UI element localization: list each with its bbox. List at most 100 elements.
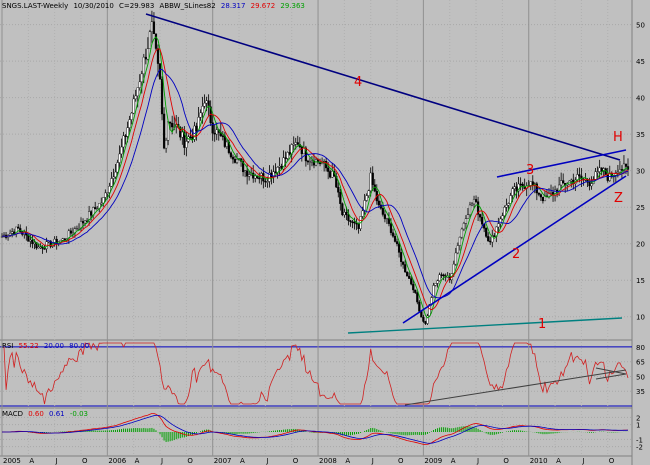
candle-body <box>221 135 224 137</box>
candle-body <box>126 127 129 137</box>
candle-body <box>590 183 593 187</box>
candle-body <box>241 161 245 173</box>
time-tick: 2009 <box>424 457 442 465</box>
moving-average-line <box>1 48 629 311</box>
label-h: H <box>613 130 623 145</box>
candle-body <box>363 200 366 212</box>
candle-body <box>102 197 105 204</box>
candle-body <box>438 274 441 281</box>
candle-body <box>104 192 107 198</box>
candle-body <box>476 201 480 215</box>
candle-body <box>106 192 109 194</box>
trendline-4 <box>145 13 621 161</box>
candle-body <box>331 171 334 178</box>
time-tick: O <box>398 457 404 465</box>
candle-body <box>406 271 409 277</box>
candle-body <box>596 171 599 173</box>
candle-body <box>345 212 348 216</box>
candle-body <box>347 214 350 221</box>
candle-body <box>470 203 474 206</box>
time-tick: 2007 <box>214 457 232 465</box>
candle-body <box>94 207 97 210</box>
candle-body <box>515 186 518 192</box>
candle-body <box>215 129 218 135</box>
candle-body <box>90 211 93 216</box>
candle-body <box>432 285 435 298</box>
candle-body <box>434 283 437 286</box>
candle-body <box>351 221 354 224</box>
candle-body <box>310 160 314 163</box>
candle-body <box>284 157 287 159</box>
candle-body <box>487 236 490 242</box>
candle-body <box>339 192 342 204</box>
candle-body <box>266 181 269 183</box>
candle-body <box>156 48 160 64</box>
candle-body <box>349 220 352 223</box>
candle-body <box>248 174 251 177</box>
candle-body <box>462 223 466 230</box>
label-z: Z <box>614 191 623 206</box>
candle-body <box>130 112 133 120</box>
candle-body <box>497 223 500 228</box>
candle-body <box>383 214 386 219</box>
candle-body <box>377 200 380 206</box>
candle-body <box>397 243 401 253</box>
macd-tick: 1 <box>636 422 640 430</box>
time-tick: J <box>581 457 584 465</box>
label-3: 3 <box>526 163 534 178</box>
candle-body <box>412 283 415 291</box>
candle-body <box>83 220 87 224</box>
price-tick: 25 <box>636 204 645 212</box>
time-tick: A <box>135 457 140 465</box>
candle-body <box>75 228 79 230</box>
time-tick: J <box>476 457 479 465</box>
candle-body <box>142 56 145 75</box>
candle-body <box>152 21 156 35</box>
candle-body <box>389 223 393 233</box>
candle-body <box>306 160 310 163</box>
candle-body <box>468 204 472 215</box>
candle-body <box>300 146 303 155</box>
time-tick: O <box>609 457 615 465</box>
price-tick: 40 <box>636 95 645 103</box>
candle-body <box>509 195 512 204</box>
candle-body <box>268 172 271 182</box>
time-tick: J <box>160 457 163 465</box>
candle-body <box>110 178 113 187</box>
label-2: 2 <box>512 247 520 262</box>
candle-body <box>27 234 30 242</box>
macd-lines <box>1 413 629 446</box>
candle-body <box>440 274 443 276</box>
rsi-series <box>3 342 629 405</box>
rsi-trendline <box>404 369 627 406</box>
candle-body <box>122 135 125 148</box>
candle-body <box>150 21 154 32</box>
candle-body <box>505 204 508 208</box>
macd-tick: -2 <box>636 444 643 452</box>
trendline-2 <box>402 175 627 324</box>
candle-body <box>158 63 162 80</box>
candle-body <box>294 142 297 145</box>
candle-body <box>252 172 255 179</box>
candle-body <box>600 167 603 172</box>
candle-body <box>144 56 147 60</box>
candle-body <box>535 183 538 194</box>
candle-body <box>371 172 374 185</box>
candle-body <box>276 167 279 174</box>
candle-body <box>513 186 516 189</box>
candle-body <box>132 98 135 114</box>
candle-body <box>606 174 609 181</box>
candle-body <box>594 171 597 180</box>
candle-body <box>460 228 463 238</box>
time-tick: O <box>503 457 509 465</box>
candle-body <box>88 211 91 222</box>
candle-body <box>503 206 506 217</box>
macd-signal <box>2 414 629 444</box>
candle-body <box>381 208 384 215</box>
candle-body <box>426 315 429 324</box>
candle-body <box>33 242 36 245</box>
candle-body <box>164 140 168 149</box>
price-tick: 50 <box>636 22 645 30</box>
time-tick: J <box>55 457 58 465</box>
candle-body <box>39 246 42 249</box>
